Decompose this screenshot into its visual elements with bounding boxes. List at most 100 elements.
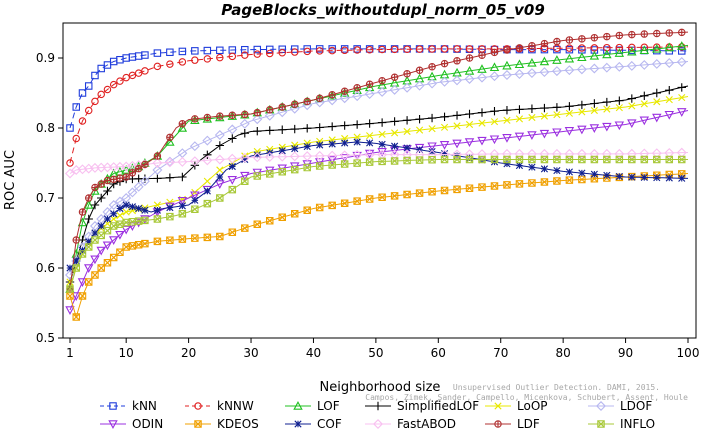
series-point-kdeos <box>97 264 105 272</box>
series-point-simplifiedlof <box>178 172 187 182</box>
series-line-simplifiedlof <box>69 85 689 283</box>
series-point-odin <box>577 125 587 135</box>
series-point-simplifiedlof <box>153 174 162 183</box>
legend-label-ldof: LDOF <box>620 399 652 413</box>
series-point-simplifiedlof <box>427 113 437 123</box>
legend-marker-lof <box>293 401 303 410</box>
series-point-odin <box>677 108 687 117</box>
series-point-lof <box>165 137 175 146</box>
series-point-inflo <box>453 155 461 164</box>
series-point-ldf <box>528 42 536 50</box>
series-point-simplifiedlof <box>527 104 537 113</box>
series-point-cof <box>653 174 661 182</box>
series-point-inflo <box>122 218 130 227</box>
series-point-odin <box>514 132 525 142</box>
series-point-inflo <box>278 168 286 176</box>
series-point-ldf <box>315 94 324 102</box>
series-point-ldof <box>402 82 413 93</box>
series-point-inflo <box>109 222 118 230</box>
series-point-fastabod <box>526 148 537 159</box>
series-point-ldf <box>353 84 361 92</box>
series-point-knnw <box>116 77 124 85</box>
series-point-fastabod <box>189 156 200 167</box>
series-point-odin <box>427 142 437 152</box>
series-point-ldf <box>603 32 611 41</box>
series-point-ldof <box>352 91 363 102</box>
series-point-odin <box>539 129 550 139</box>
series-point-knnw <box>465 45 474 53</box>
series-point-inflo <box>603 155 611 164</box>
series-point-simplifiedlof <box>415 114 424 124</box>
series-point-fastabod <box>614 148 625 159</box>
series-kdeos <box>66 170 689 321</box>
series-point-odin <box>439 141 450 150</box>
series-point-loop <box>603 105 611 113</box>
series-point-ldof <box>664 57 675 68</box>
series-point-loop <box>540 112 549 120</box>
series-point-ldof <box>589 63 600 74</box>
series-point-ldf <box>253 108 262 117</box>
series-point-knnw <box>109 80 118 89</box>
series-point-lof <box>477 64 487 73</box>
series-point-odin <box>140 215 150 224</box>
legend-item-kdeos: KDEOS <box>185 417 259 431</box>
x-tick-label-5: 50 <box>368 346 383 360</box>
series-point-kdeos <box>515 180 524 188</box>
series-point-ldf <box>340 87 349 95</box>
series-point-inflo <box>440 155 449 164</box>
series-point-lof <box>177 123 188 132</box>
series-point-ldf <box>578 35 586 43</box>
series-point-inflo <box>678 155 686 164</box>
series-point-odin <box>227 176 238 185</box>
series-point-knn <box>91 71 99 80</box>
legend-label-odin: ODIN <box>132 417 163 431</box>
series-point-loop <box>440 123 449 131</box>
series-point-knnw <box>72 134 80 143</box>
series-point-fastabod <box>489 148 500 159</box>
series-point-knnw <box>266 49 274 58</box>
series-point-odin <box>552 128 562 138</box>
series-point-ldof <box>676 57 687 67</box>
series-point-odin <box>77 278 88 287</box>
series-point-ldof <box>514 69 525 80</box>
series-point-inflo <box>565 155 574 164</box>
legend-item-fastabod: FastABOD <box>365 417 456 431</box>
series-point-inflo <box>540 155 549 164</box>
series-point-odin <box>589 124 600 133</box>
series-point-simplifiedlof <box>290 124 299 134</box>
legend-label-lof: LOF <box>317 399 340 413</box>
legend-marker-knnw <box>194 402 202 410</box>
series-point-ldof <box>551 66 562 77</box>
series-point-inflo <box>128 218 137 226</box>
series-point-knn <box>241 45 249 54</box>
series-point-kdeos <box>122 243 130 251</box>
series-inflo <box>66 155 688 293</box>
series-point-loop <box>515 115 524 123</box>
series-point-kdeos <box>141 239 149 248</box>
series-point-kdeos <box>303 206 311 214</box>
series-point-fastabod <box>452 149 463 160</box>
series-point-inflo <box>103 226 112 235</box>
series-line-knnw <box>69 46 689 164</box>
x-tick-label-10: 100 <box>677 346 700 360</box>
series-point-simplifiedlof <box>84 214 93 224</box>
series-point-cof <box>503 160 511 168</box>
series-point-cof <box>253 151 261 159</box>
series-point-kdeos <box>340 199 349 207</box>
series-point-odin <box>477 136 487 146</box>
series-point-fastabod <box>427 149 438 160</box>
series-point-fastabod <box>464 149 475 160</box>
legend-marker-ldf <box>494 420 502 428</box>
series-point-knn <box>216 46 224 55</box>
series-point-knnw <box>390 45 399 54</box>
series-point-ldof <box>439 76 450 87</box>
series-point-cof <box>153 206 161 214</box>
series-point-inflo <box>365 158 374 166</box>
legend-label-fastabod: FastABOD <box>397 417 456 431</box>
series-point-knnw <box>378 45 386 54</box>
series-point-knnw <box>166 60 174 68</box>
series-point-inflo <box>290 165 299 174</box>
series-point-odin <box>96 246 106 256</box>
series-point-fastabod <box>551 148 562 159</box>
series-point-fastabod <box>501 148 512 159</box>
